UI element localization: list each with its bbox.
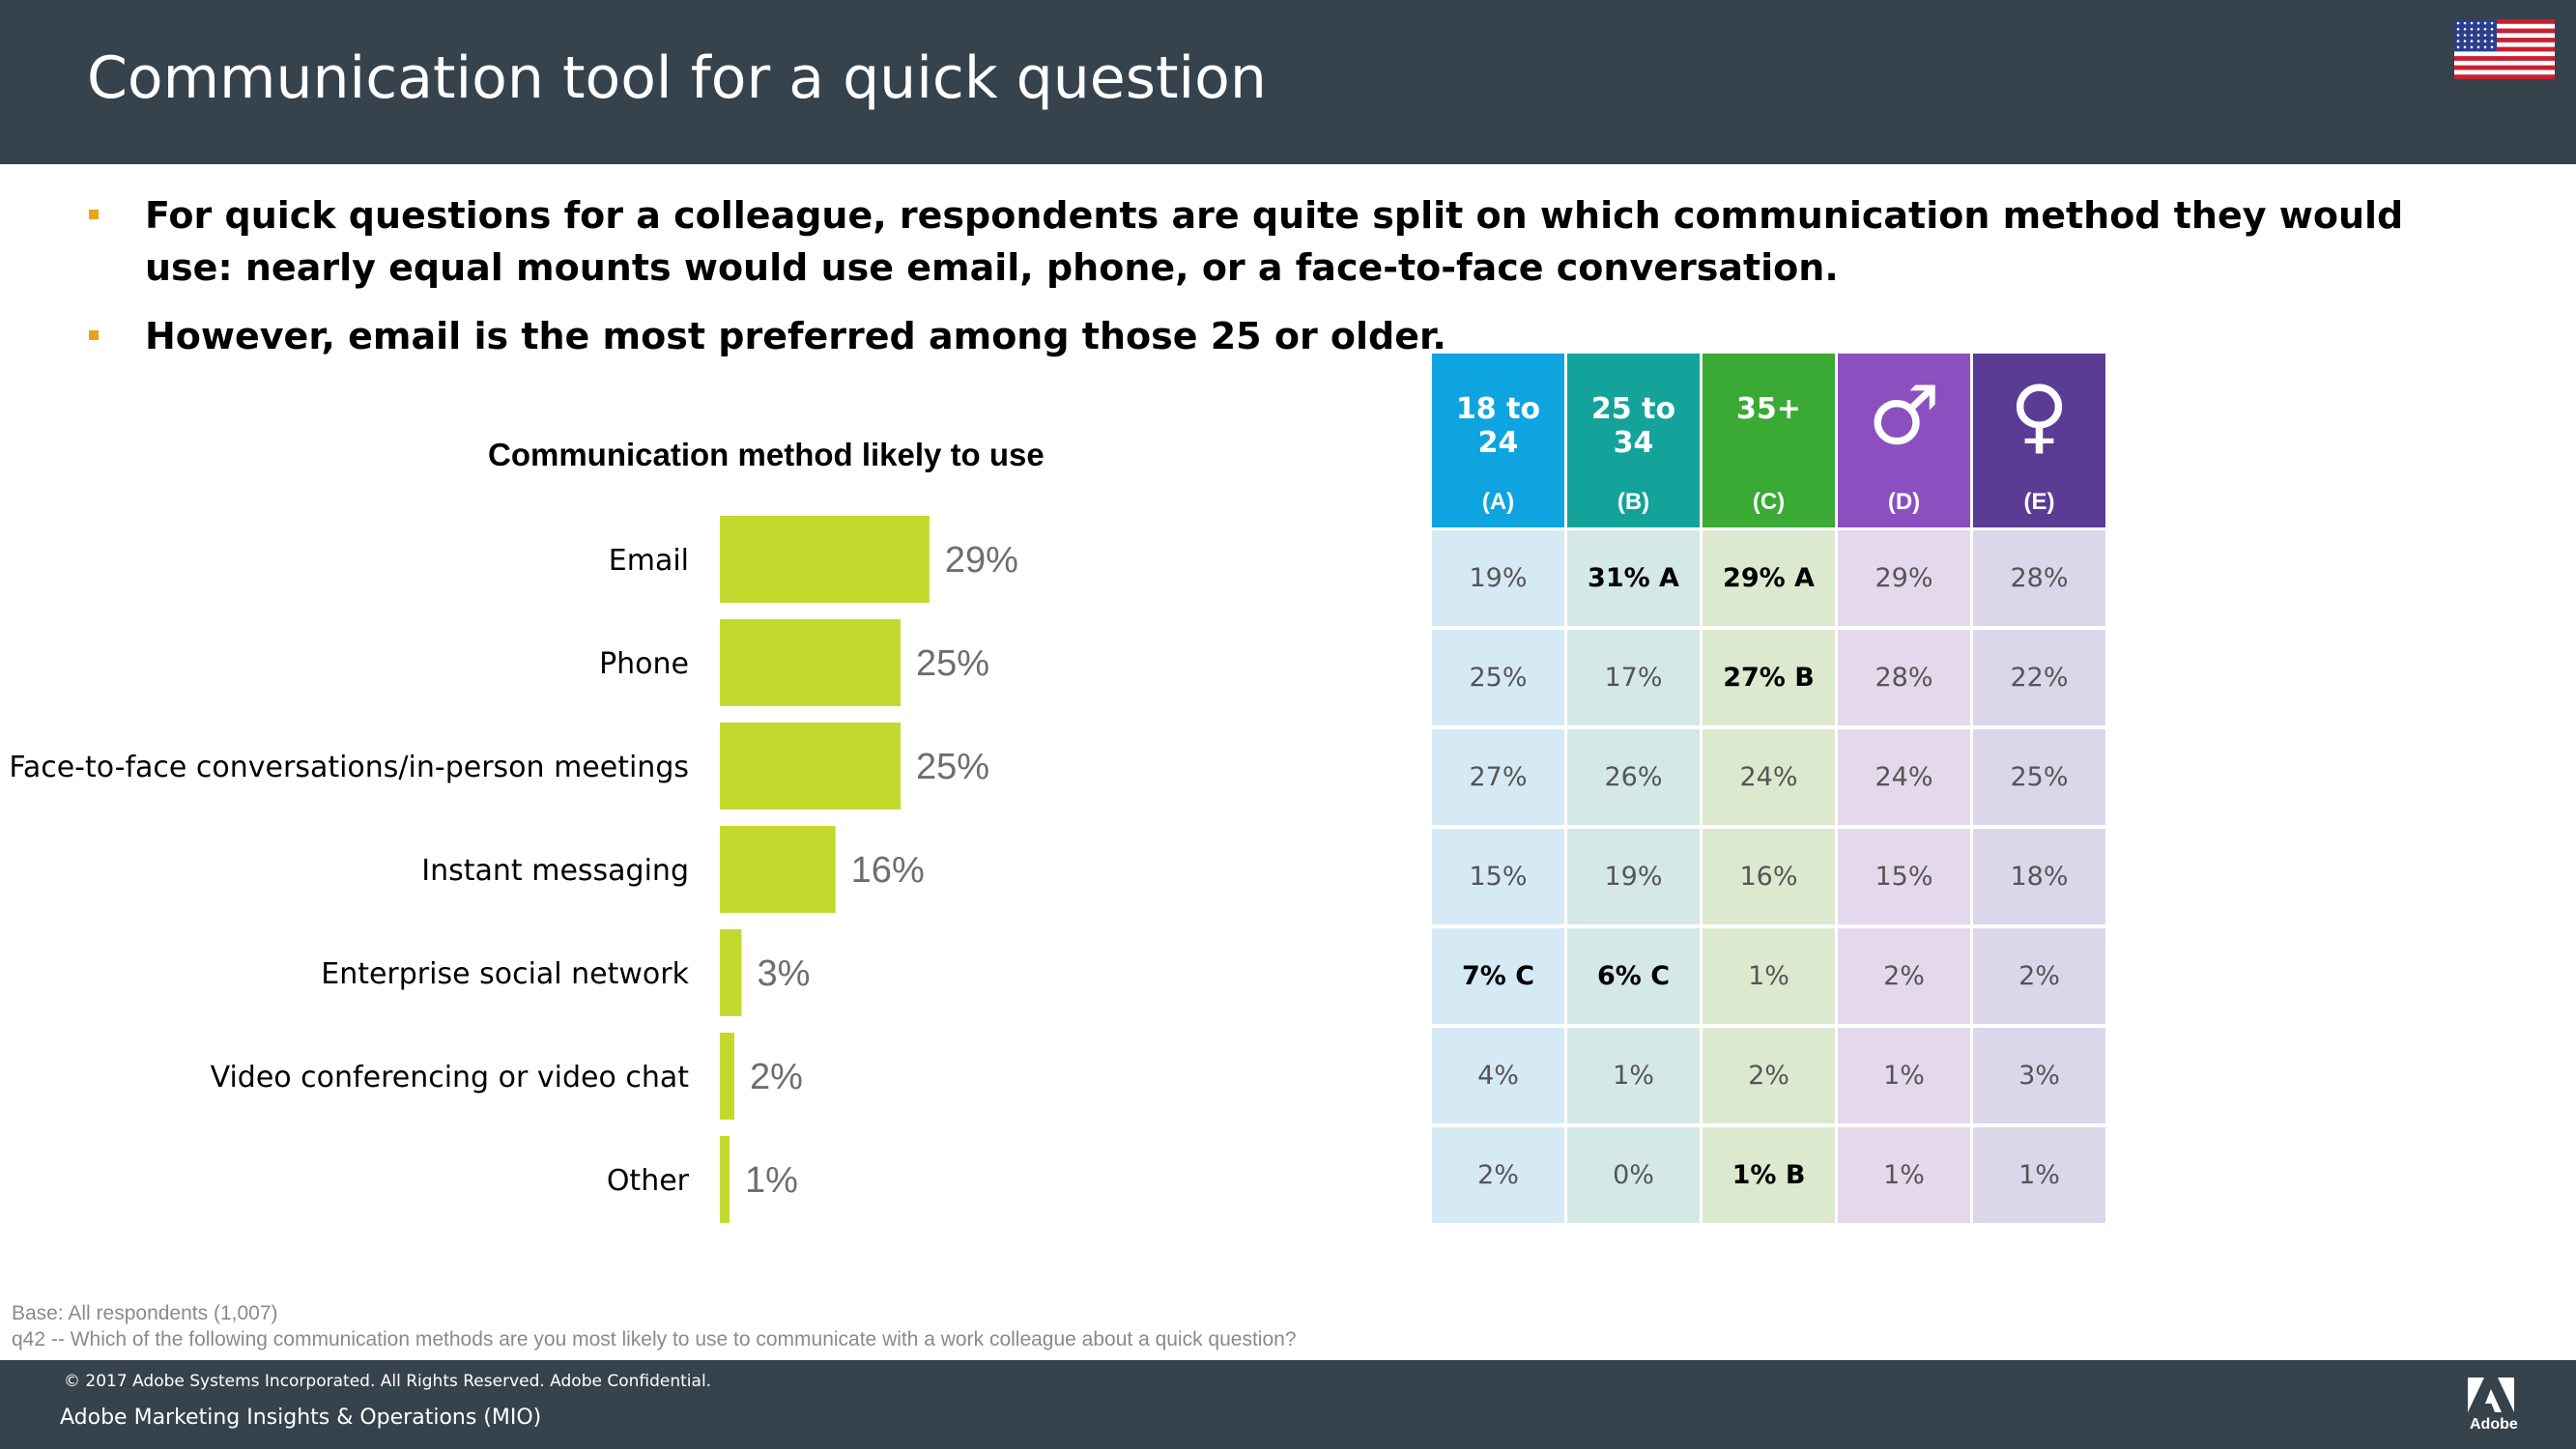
table-cell: 31% A: [1567, 530, 1700, 626]
table-cell: 22%: [1973, 630, 2105, 725]
table-cell: 0%: [1567, 1127, 1700, 1223]
column-header-letter: (C): [1752, 489, 1786, 515]
column-header-letter: (E): [2023, 489, 2055, 515]
column-header: [1703, 354, 1835, 527]
table-cell: 1%: [1838, 1028, 1970, 1123]
bullet-text-2: However, email is the most preferred amo…: [145, 315, 1446, 357]
bar: [720, 619, 901, 706]
table-cell: 29% A: [1703, 530, 1835, 626]
bar-value-label: 16%: [851, 850, 925, 891]
bar-value-label: 3%: [757, 953, 810, 994]
table-cell: 25%: [1973, 729, 2105, 825]
column-header-letter: (B): [1617, 489, 1650, 515]
base-note: Base: All respondents (1,007): [12, 1302, 278, 1324]
column-header-letter: (A): [1481, 489, 1515, 515]
bar-value-label: 25%: [916, 643, 989, 684]
chart-title: Communication method likely to use: [488, 437, 1045, 472]
table-cell: 26%: [1567, 729, 1700, 825]
table-cell: 2%: [1432, 1127, 1564, 1223]
adobe-logo-text: Adobe: [2470, 1416, 2518, 1433]
bar-value-label: 25%: [916, 747, 989, 787]
table-cell: 27%: [1432, 729, 1564, 825]
table-cell: 15%: [1838, 829, 1970, 924]
table-cell: 1%: [1567, 1028, 1700, 1123]
bar: [720, 516, 930, 603]
table-cell: 2%: [1973, 928, 2105, 1024]
table-cell: 16%: [1703, 829, 1835, 924]
table-cell: 15%: [1432, 829, 1564, 924]
column-header: [1973, 354, 2105, 527]
bar-category-label: Video conferencing or video chat: [211, 1061, 690, 1094]
column-header-label: ♀: [2009, 368, 2070, 463]
bar: [720, 929, 742, 1016]
table-cell: 1%: [1703, 928, 1835, 1024]
bar: [720, 1136, 730, 1223]
column-header-label: ♂: [1867, 368, 1941, 463]
table-cell: 3%: [1973, 1028, 2105, 1123]
bar: [720, 1033, 734, 1120]
header-bar: [0, 0, 2576, 164]
bar-value-label: 2%: [750, 1057, 803, 1097]
column-header-letter: (D): [1887, 489, 1921, 515]
bar-value-label: 29%: [945, 540, 1018, 581]
table-cell: 1% B: [1703, 1127, 1835, 1223]
table-cell: 7% C: [1432, 928, 1564, 1024]
footer-bar: [0, 1360, 2576, 1449]
column-header: [1432, 354, 1564, 527]
column-header-label: 25 to 34: [1590, 392, 1676, 460]
bar-category-label: Enterprise social network: [321, 957, 689, 991]
bullet-marker: [89, 330, 99, 340]
table-cell: 27% B: [1703, 630, 1835, 725]
page-title: Communication tool for a quick question: [87, 44, 1267, 112]
column-header-label: 35+: [1736, 392, 1801, 426]
bar-chart: Email 29% Phone 25% Face-to-face conversatio…: [9, 516, 1018, 1223]
bullet-text-1: For quick questions for a colleague, res…: [145, 194, 2404, 289]
us-flag-icon: [2454, 19, 2555, 79]
column-header: [1838, 354, 1970, 527]
table-cell: 4%: [1432, 1028, 1564, 1123]
question-note: q42 -- Which of the following communicat…: [12, 1328, 1297, 1350]
table-cell: 25%: [1432, 630, 1564, 725]
table-cell: 29%: [1838, 530, 1970, 626]
table-cell: 28%: [1838, 630, 1970, 725]
table-cell: 28%: [1973, 530, 2105, 626]
table-cell: 19%: [1432, 530, 1564, 626]
table-cell: 18%: [1973, 829, 2105, 924]
bullet-marker: [89, 210, 99, 219]
bar-category-label: Phone: [599, 647, 689, 681]
bar: [720, 826, 836, 913]
table-cell: 17%: [1567, 630, 1700, 725]
table-cell: 2%: [1838, 928, 1970, 1024]
org-text: Adobe Marketing Insights & Operations (M…: [60, 1406, 542, 1430]
table-cell: 24%: [1703, 729, 1835, 825]
bar-category-label: Other: [607, 1164, 690, 1198]
bar-category-label: Email: [609, 544, 689, 578]
bar-category-label: Face-to-face conversations/in-person mee…: [9, 751, 689, 784]
bar-category-label: Instant messaging: [421, 854, 689, 888]
table-cell: 1%: [1838, 1127, 1970, 1223]
copyright-text: © 2017 Adobe Systems Incorporated. All R…: [64, 1372, 712, 1391]
adobe-logo-icon: [2468, 1378, 2514, 1412]
table-cell: 6% C: [1567, 928, 1700, 1024]
table-cell: 1%: [1973, 1127, 2105, 1223]
bar: [720, 723, 901, 810]
table-cell: 19%: [1567, 829, 1700, 924]
table-cell: 24%: [1838, 729, 1970, 825]
column-header: [1567, 354, 1700, 527]
bar-value-label: 1%: [745, 1160, 798, 1201]
column-header-label: 18 to 24: [1455, 392, 1541, 460]
table-cell: 2%: [1703, 1028, 1835, 1123]
